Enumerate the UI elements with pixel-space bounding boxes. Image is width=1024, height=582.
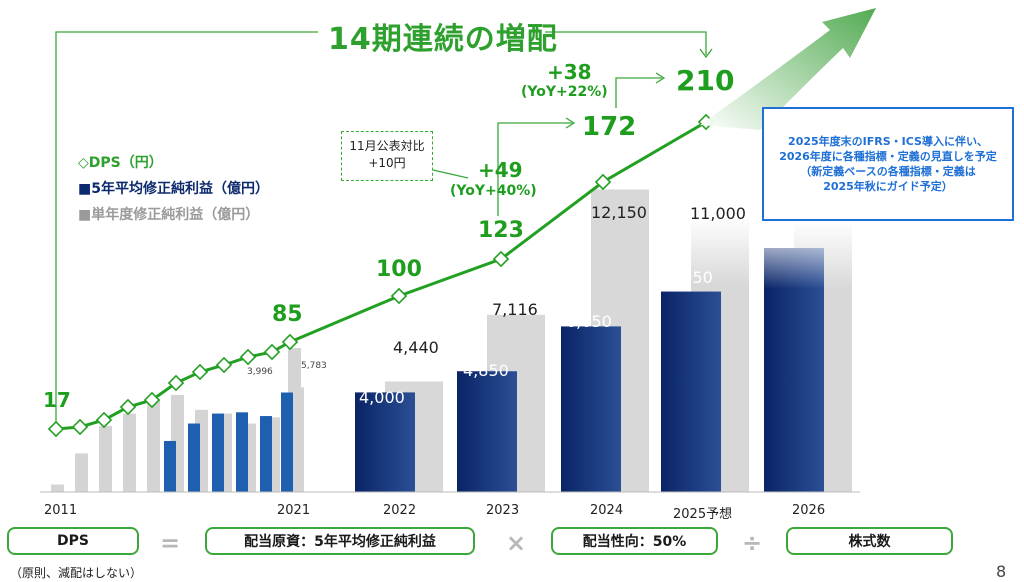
single-bar xyxy=(123,413,136,492)
equals-icon: = xyxy=(160,529,181,557)
x-tick-2025: 2025予想 xyxy=(673,507,733,522)
single-label-2021: 5,783 xyxy=(301,361,327,371)
avg5-bar xyxy=(561,326,621,492)
formula-shares: 株式数 xyxy=(786,527,953,555)
growth-2025-yoy: (YoY+22%) xyxy=(521,84,608,100)
times-icon: × xyxy=(506,529,527,557)
divide-icon: ÷ xyxy=(742,529,763,557)
dps-point xyxy=(390,287,408,305)
avg5-label-2025: 8,050 xyxy=(667,268,713,287)
avg5-bar xyxy=(188,423,200,492)
avg5-label-2024: 6,650 xyxy=(566,312,612,331)
avg5-bar xyxy=(260,416,272,492)
avg5-label-2021: 3,996 xyxy=(247,367,273,377)
avg5-bar xyxy=(457,371,517,492)
single-bar xyxy=(51,484,64,492)
legend-dps: ◇DPS（円） xyxy=(78,155,163,171)
note-line3: （新定義ベースの各種指標・定義は xyxy=(800,165,976,178)
dps-point xyxy=(191,363,209,381)
dps-point xyxy=(281,333,299,351)
single-bar xyxy=(147,399,160,492)
dps-point xyxy=(594,173,612,191)
x-tick-2022: 2022 xyxy=(383,503,417,518)
growth-arrow-icon xyxy=(700,8,876,130)
dps-label-2024: 172 xyxy=(582,112,637,142)
single-bar xyxy=(99,426,112,492)
legend-avg5: ■5年平均修正純利益（億円） xyxy=(78,181,269,197)
forecast-fade xyxy=(659,216,753,492)
x-tick-2026: 2026 xyxy=(792,503,826,518)
connector-2023 xyxy=(497,122,572,216)
avg5-label-2023: 4,850 xyxy=(463,361,509,380)
dps-point xyxy=(167,374,185,392)
dps-point xyxy=(215,356,233,374)
dps-point xyxy=(263,343,281,361)
callout-line2: +10円 xyxy=(368,156,406,170)
note-line1: 2025年度末のIFRS・ICS導入に伴い、 xyxy=(788,135,988,148)
single-label-2024: 12,150 xyxy=(591,203,647,222)
dps-label-2023: 123 xyxy=(478,218,524,243)
footnote: （原則、減配はしない） xyxy=(10,566,143,580)
avg5-bar xyxy=(281,392,293,492)
dps-point xyxy=(71,418,89,436)
dps-label-2021: 85 xyxy=(272,302,303,327)
dps-point xyxy=(119,398,137,416)
avg5-bar xyxy=(236,412,248,492)
avg5-label-2022: 4,000 xyxy=(359,388,405,407)
bracket-arrowhead xyxy=(699,48,713,59)
note-line4: 2025年秋にガイド予定） xyxy=(823,180,953,193)
avg5-bar xyxy=(355,392,415,492)
growth-2023: +49 xyxy=(478,158,523,182)
formula-source: 配当原資：5年平均修正純利益 xyxy=(205,527,475,555)
callout-pointer xyxy=(432,169,469,179)
page-number: 8 xyxy=(996,562,1007,581)
bracket-right xyxy=(545,31,707,55)
note-line2: 2026年度に各種指標・定義の見直しを予定 xyxy=(779,150,997,163)
connector-2025 xyxy=(615,77,662,108)
formula-ratio: 配当性向：50% xyxy=(551,527,718,555)
single-label-2025: 11,000 xyxy=(690,204,746,223)
dps-point xyxy=(95,411,113,429)
single-label-2023: 7,116 xyxy=(492,300,538,319)
legend-single: ■単年度修正純利益（億円） xyxy=(78,207,260,223)
connector-2025-arrow xyxy=(655,72,666,84)
x-tick-2024: 2024 xyxy=(590,503,624,518)
avg5-bar xyxy=(164,440,176,492)
dps-label-2011: 17 xyxy=(43,388,71,412)
dps-label-2025: 210 xyxy=(676,64,735,97)
single-bar xyxy=(75,453,88,492)
dps-point xyxy=(47,420,65,438)
formula-dps: DPS xyxy=(7,527,139,555)
x-tick-2021: 2021 xyxy=(277,503,311,518)
callout-line1: 11月公表対比 xyxy=(349,139,425,153)
chart-title: 14期連続の増配 xyxy=(328,22,558,57)
dps-point xyxy=(143,391,161,409)
callout-box: 11月公表対比 +10円 xyxy=(341,131,433,181)
growth-2023-yoy: (YoY+40%) xyxy=(450,183,537,199)
connector-2023-arrow xyxy=(565,117,576,129)
ifrs-note: 2025年度末のIFRS・ICS導入に伴い、 2026年度に各種指標・定義の見直… xyxy=(762,107,1014,221)
dps-point xyxy=(239,348,257,366)
x-tick-2011: 2011 xyxy=(44,503,78,518)
growth-2025: +38 xyxy=(547,60,592,84)
single-label-2022: 4,440 xyxy=(393,338,439,357)
x-tick-2023: 2023 xyxy=(486,503,520,518)
forecast-fade xyxy=(762,221,856,492)
dps-point xyxy=(492,250,510,268)
bracket-left xyxy=(55,31,318,425)
dps-label-2022: 100 xyxy=(376,257,422,282)
avg5-bar xyxy=(212,413,224,492)
